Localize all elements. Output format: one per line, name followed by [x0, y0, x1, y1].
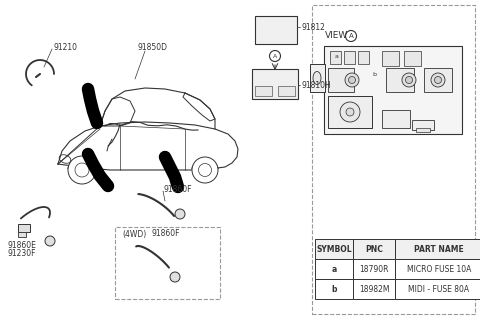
Text: a: a — [335, 54, 339, 58]
Bar — [312, 5, 475, 314]
Circle shape — [199, 164, 212, 176]
Bar — [315, 279, 353, 299]
Bar — [424, 68, 452, 92]
Bar — [386, 68, 414, 92]
Circle shape — [340, 102, 360, 122]
Text: 91210: 91210 — [53, 42, 77, 51]
Text: MICRO FUSE 10A: MICRO FUSE 10A — [407, 264, 471, 273]
Circle shape — [192, 157, 218, 183]
Bar — [412, 120, 434, 130]
Bar — [353, 279, 395, 299]
Circle shape — [402, 73, 416, 87]
Bar — [382, 110, 410, 128]
Text: b: b — [331, 285, 337, 293]
Circle shape — [434, 77, 442, 84]
Bar — [255, 86, 272, 96]
Bar — [310, 64, 325, 92]
Text: 91860E: 91860E — [8, 241, 37, 250]
Bar — [18, 224, 30, 232]
Bar — [395, 279, 480, 299]
Bar — [255, 16, 297, 44]
Text: 91850D: 91850D — [138, 42, 168, 51]
Circle shape — [406, 77, 412, 84]
Circle shape — [45, 236, 55, 246]
Bar — [382, 51, 399, 66]
Bar — [330, 51, 341, 64]
Text: b: b — [372, 71, 376, 77]
Bar — [252, 69, 298, 99]
Bar — [358, 51, 369, 64]
Circle shape — [431, 73, 445, 87]
Circle shape — [170, 272, 180, 282]
Text: MIDI - FUSE 80A: MIDI - FUSE 80A — [408, 285, 469, 293]
Text: A: A — [273, 54, 277, 58]
Text: 91860F: 91860F — [164, 184, 192, 194]
Bar — [18, 232, 26, 237]
Bar — [315, 239, 353, 259]
Text: 18982M: 18982M — [359, 285, 389, 293]
Text: PNC: PNC — [365, 244, 383, 254]
Text: a: a — [331, 264, 336, 273]
Bar — [404, 51, 421, 66]
Bar — [395, 239, 480, 259]
Bar — [115, 227, 220, 299]
Text: 18790R: 18790R — [359, 264, 389, 273]
Circle shape — [348, 77, 356, 84]
Circle shape — [68, 156, 96, 184]
Ellipse shape — [313, 71, 321, 85]
Text: 91860F: 91860F — [152, 229, 180, 239]
Circle shape — [175, 209, 185, 219]
Text: (4WD): (4WD) — [122, 231, 146, 240]
Bar — [344, 51, 355, 64]
Bar — [278, 86, 295, 96]
Text: SYMBOL: SYMBOL — [316, 244, 352, 254]
Text: 91810H: 91810H — [302, 80, 332, 90]
Circle shape — [75, 163, 89, 177]
Circle shape — [345, 73, 359, 87]
Bar — [395, 259, 480, 279]
Text: PART NAME: PART NAME — [414, 244, 464, 254]
Bar — [315, 259, 353, 279]
Bar — [328, 68, 354, 92]
Text: 91230F: 91230F — [8, 249, 36, 258]
Bar — [353, 259, 395, 279]
Bar — [353, 239, 395, 259]
Circle shape — [346, 108, 354, 116]
Text: A: A — [348, 33, 353, 39]
Text: VIEW: VIEW — [325, 32, 348, 41]
Bar — [416, 128, 430, 132]
Bar — [328, 96, 372, 128]
Bar — [324, 46, 462, 134]
Text: 91812: 91812 — [302, 23, 326, 32]
